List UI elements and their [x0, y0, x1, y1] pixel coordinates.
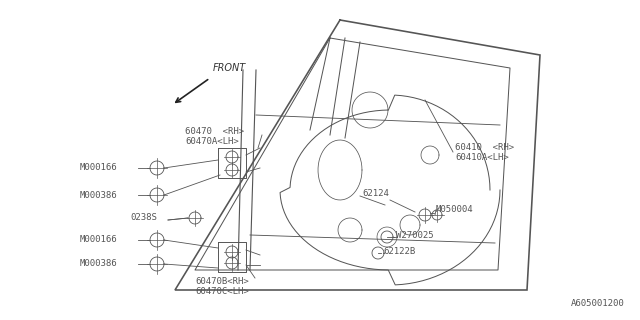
- Text: 60470  <RH>: 60470 <RH>: [185, 127, 244, 137]
- Text: A605001200: A605001200: [572, 299, 625, 308]
- Text: M000386: M000386: [80, 260, 118, 268]
- Text: W270025: W270025: [396, 231, 434, 241]
- Text: M000386: M000386: [80, 190, 118, 199]
- Text: M000166: M000166: [80, 236, 118, 244]
- Text: 60410A<LH>: 60410A<LH>: [455, 154, 509, 163]
- Text: M050004: M050004: [436, 205, 474, 214]
- Text: 62122B: 62122B: [383, 247, 415, 257]
- Text: 60470B<RH>: 60470B<RH>: [195, 277, 249, 286]
- Text: 62124: 62124: [362, 188, 389, 197]
- Text: FRONT: FRONT: [213, 63, 246, 73]
- Text: M000166: M000166: [80, 164, 118, 172]
- Text: 60470A<LH>: 60470A<LH>: [185, 138, 239, 147]
- Text: 0238S: 0238S: [130, 213, 157, 222]
- Text: 60470C<LH>: 60470C<LH>: [195, 287, 249, 297]
- Text: 60410  <RH>: 60410 <RH>: [455, 143, 514, 153]
